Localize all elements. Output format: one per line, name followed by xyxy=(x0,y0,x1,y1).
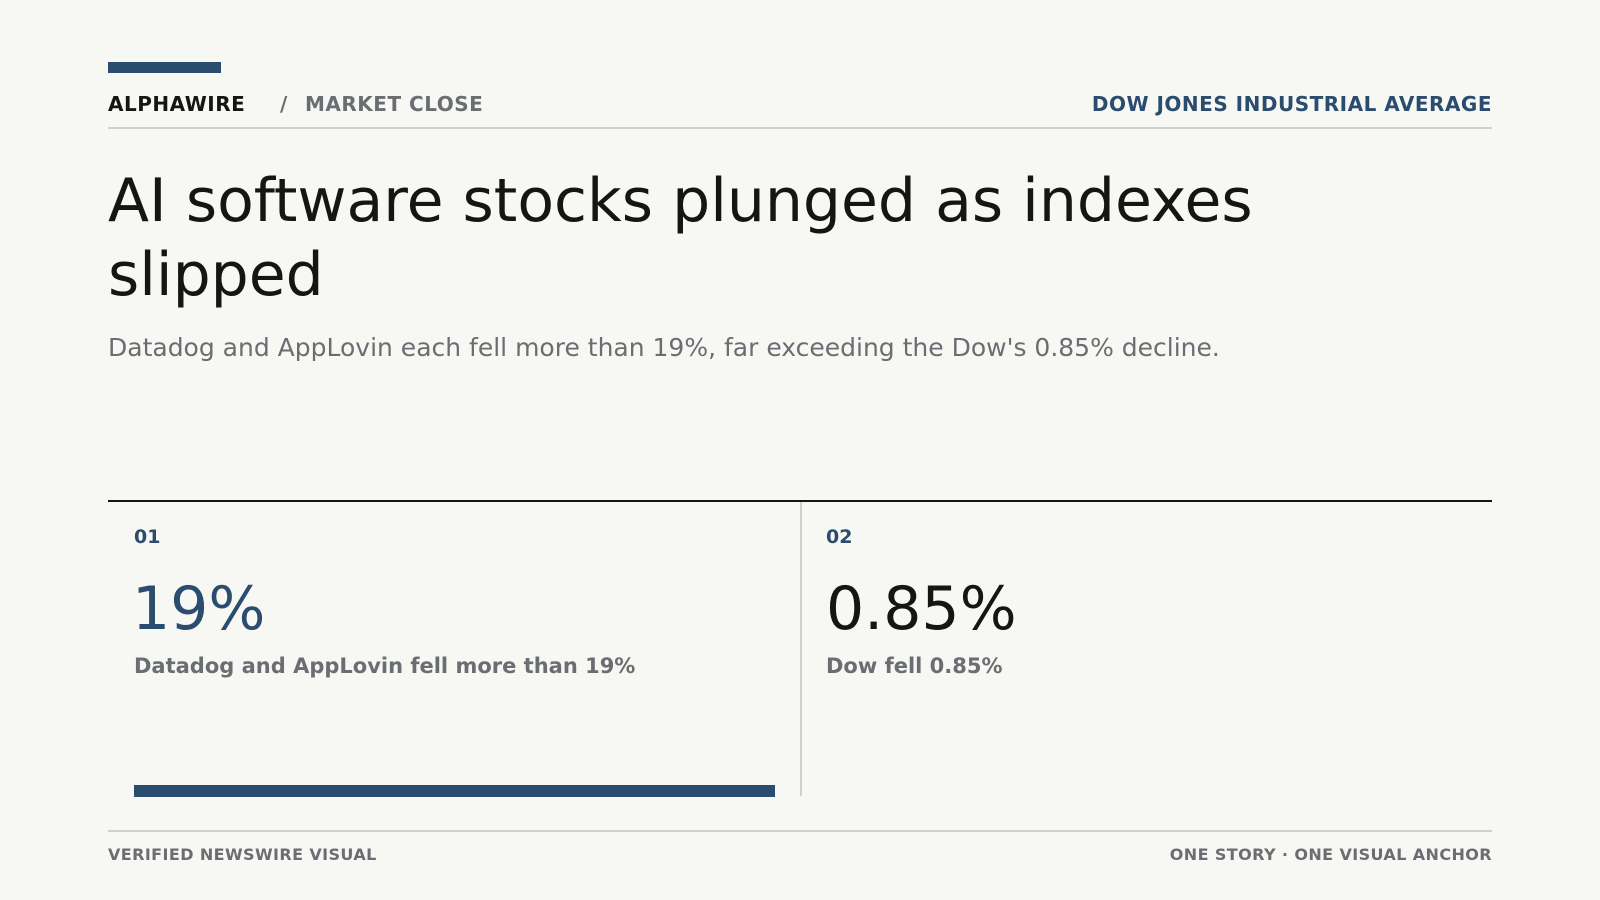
stat-bar-fill xyxy=(134,785,775,797)
stat-caption: Datadog and AppLovin fell more than 19% xyxy=(134,654,636,678)
footer-divider xyxy=(108,830,1492,832)
topic-label: DOW JONES INDUSTRIAL AVERAGE xyxy=(1091,92,1492,116)
stat-value: 19% xyxy=(132,574,266,644)
subheadline: Datadog and AppLovin each fell more than… xyxy=(108,333,1220,362)
stat-caption: Dow fell 0.85% xyxy=(826,654,1003,678)
headline: AI software stocks plunged as indexes sl… xyxy=(108,166,1253,310)
breadcrumb-separator: / xyxy=(280,92,288,116)
stats-panel: 01 19% Datadog and AppLovin fell more th… xyxy=(108,500,1492,798)
stat-card-1: 01 19% Datadog and AppLovin fell more th… xyxy=(108,502,802,797)
stat-bar xyxy=(134,785,775,797)
accent-bar xyxy=(108,62,221,73)
footer-tagline: ONE STORY · ONE VISUAL ANCHOR xyxy=(1169,845,1492,864)
brand-name: ALPHAWIRE xyxy=(108,92,246,116)
header-divider xyxy=(108,127,1492,129)
section-label: MARKET CLOSE xyxy=(305,92,484,116)
stat-number: 01 xyxy=(134,526,161,548)
stat-card-2: 02 0.85% Dow fell 0.85% xyxy=(802,502,1492,796)
stat-number: 02 xyxy=(826,526,853,548)
header: ALPHAWIRE / MARKET CLOSE DOW JONES INDUS… xyxy=(108,90,1492,118)
newswire-card: ALPHAWIRE / MARKET CLOSE DOW JONES INDUS… xyxy=(108,0,1492,900)
footer-credit: VERIFIED NEWSWIRE VISUAL xyxy=(108,845,377,864)
stat-value: 0.85% xyxy=(826,574,1017,644)
